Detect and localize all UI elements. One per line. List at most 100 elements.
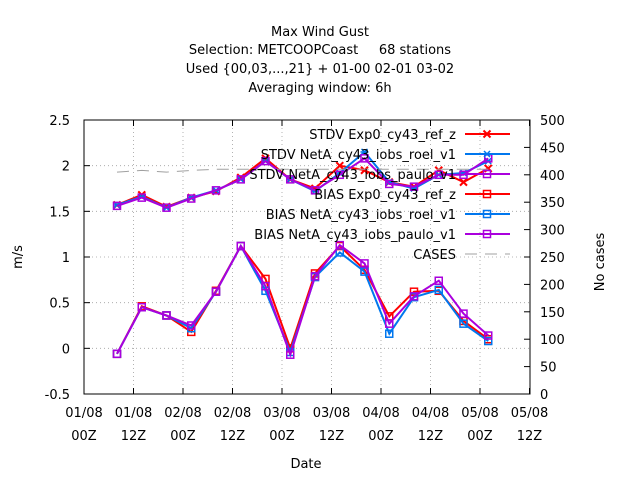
series-line bbox=[116, 243, 489, 358]
title-line-1: Max Wind Gust bbox=[271, 25, 369, 40]
y2-axis-label: No cases bbox=[593, 233, 608, 292]
legend-label: STDV NetA_cy43_iobs_paulo_v1 bbox=[249, 168, 456, 183]
x-tick-label-date: 02/08 bbox=[214, 406, 251, 421]
y2-tick-label: 350 bbox=[540, 196, 565, 211]
y-tick-label: 1 bbox=[62, 251, 70, 266]
x-tick-label-date: 01/08 bbox=[65, 406, 102, 421]
data-point bbox=[187, 321, 196, 330]
y-axis-label: m/s bbox=[11, 245, 26, 269]
legend-label: CASES bbox=[413, 248, 456, 263]
x-tick-label-date: 04/08 bbox=[412, 406, 449, 421]
y2-tick-label: 250 bbox=[540, 251, 565, 266]
data-point bbox=[335, 170, 344, 180]
data-point bbox=[137, 193, 146, 202]
data-point bbox=[409, 292, 419, 301]
marker-stroke bbox=[459, 177, 468, 187]
x-tick-label-hour: 12Z bbox=[121, 429, 147, 444]
y2-tick-label: 100 bbox=[540, 333, 565, 348]
data-point bbox=[484, 331, 493, 340]
legend-entry: CASES bbox=[413, 248, 510, 263]
legend-entry: BIAS NetA_cy43_iobs_roel_v1 bbox=[266, 208, 510, 223]
x-tick-label-date: 05/08 bbox=[461, 406, 498, 421]
marker-stroke bbox=[483, 150, 491, 158]
x-tick-label-date: 03/08 bbox=[313, 406, 350, 421]
data-point bbox=[482, 209, 492, 219]
y2-tick-label: 200 bbox=[540, 278, 565, 293]
series-7 bbox=[116, 168, 489, 173]
x-tick-label-hour: 12Z bbox=[220, 429, 246, 444]
data-point bbox=[409, 182, 419, 191]
data-point bbox=[482, 169, 492, 179]
x-tick-label-hour: 00Z bbox=[368, 429, 394, 444]
series-3 bbox=[112, 154, 493, 212]
y2-tick-label: 0 bbox=[540, 388, 548, 403]
legend-entry: BIAS Exp0_cy43_ref_z bbox=[314, 188, 510, 203]
marker-stroke bbox=[482, 129, 492, 139]
x-tick-label-hour: 00Z bbox=[269, 429, 295, 444]
y2-tick-label: 50 bbox=[540, 361, 557, 376]
data-point bbox=[459, 177, 468, 187]
x-tick-label-date: 01/08 bbox=[115, 406, 152, 421]
data-point bbox=[459, 319, 468, 328]
x-tick-label-date: 03/08 bbox=[263, 406, 300, 421]
data-point bbox=[286, 350, 295, 359]
marker-stroke bbox=[484, 157, 492, 165]
y-tick-label: 0 bbox=[62, 342, 70, 357]
data-point bbox=[459, 309, 468, 318]
legend-entry: BIAS NetA_cy43_iobs_paulo_v1 bbox=[254, 228, 510, 243]
y2-tick-label: 450 bbox=[540, 141, 565, 156]
y2-tick-label: 500 bbox=[540, 114, 565, 129]
series-layer bbox=[112, 148, 493, 359]
series-6 bbox=[112, 240, 493, 359]
x-axis-label: Date bbox=[290, 457, 321, 472]
data-point bbox=[385, 319, 394, 328]
data-point bbox=[236, 241, 245, 251]
x-tick-label-hour: 12Z bbox=[319, 429, 345, 444]
marker-stroke bbox=[335, 161, 344, 170]
legend-entry: STDV Exp0_cy43_ref_z bbox=[309, 128, 510, 143]
data-point bbox=[360, 154, 369, 163]
data-point bbox=[434, 276, 443, 285]
data-point bbox=[434, 285, 443, 295]
legend-label: BIAS Exp0_cy43_ref_z bbox=[314, 188, 456, 203]
data-point bbox=[335, 161, 344, 170]
axes: -0.5 0 0.5 1 1.5 2 2.5 0 50 100 150 200 250 300 350 400… bbox=[45, 114, 565, 444]
legend-label: STDV Exp0_cy43_ref_z bbox=[309, 128, 456, 143]
data-point bbox=[385, 179, 394, 189]
title-line-4: Averaging window: 6h bbox=[248, 81, 391, 96]
data-point bbox=[483, 150, 491, 158]
x-tick-label-hour: 00Z bbox=[71, 429, 97, 444]
x-tick-label-date: 02/08 bbox=[164, 406, 201, 421]
series-line bbox=[116, 244, 489, 355]
data-point bbox=[310, 186, 320, 195]
data-point bbox=[286, 175, 295, 184]
y-tick-label: 2.5 bbox=[49, 114, 70, 129]
data-point bbox=[112, 349, 122, 359]
data-point bbox=[360, 259, 369, 268]
data-point bbox=[484, 336, 493, 346]
data-point bbox=[137, 302, 146, 312]
marker-stroke bbox=[360, 166, 369, 175]
data-point bbox=[434, 170, 443, 180]
x-tick-label-date: 04/08 bbox=[362, 406, 399, 421]
legend-label: BIAS NetA_cy43_iobs_paulo_v1 bbox=[254, 228, 456, 243]
x-tick-label-hour: 12Z bbox=[418, 429, 444, 444]
x-tick-label-hour: 12Z bbox=[517, 429, 543, 444]
grid-lines bbox=[84, 120, 530, 394]
data-point bbox=[211, 287, 221, 296]
data-point bbox=[261, 156, 270, 166]
y2-tick-label: 150 bbox=[540, 306, 565, 321]
y-tick-label: 0.5 bbox=[49, 297, 70, 312]
legend-label: BIAS NetA_cy43_iobs_roel_v1 bbox=[266, 208, 456, 223]
data-point bbox=[211, 186, 221, 195]
y2-tick-label: 300 bbox=[540, 224, 565, 239]
data-point bbox=[360, 148, 369, 156]
legend: STDV Exp0_cy43_ref_z STDV NetA_cy43_iobs_… bbox=[249, 128, 510, 263]
marker-stroke bbox=[360, 148, 369, 156]
legend-label: STDV NetA_cy43_iobs_roel_v1 bbox=[261, 148, 456, 163]
data-point bbox=[162, 311, 171, 320]
x-tick-label-hour: 00Z bbox=[467, 429, 493, 444]
data-point bbox=[335, 240, 344, 250]
y-tick-label: -0.5 bbox=[45, 388, 70, 403]
